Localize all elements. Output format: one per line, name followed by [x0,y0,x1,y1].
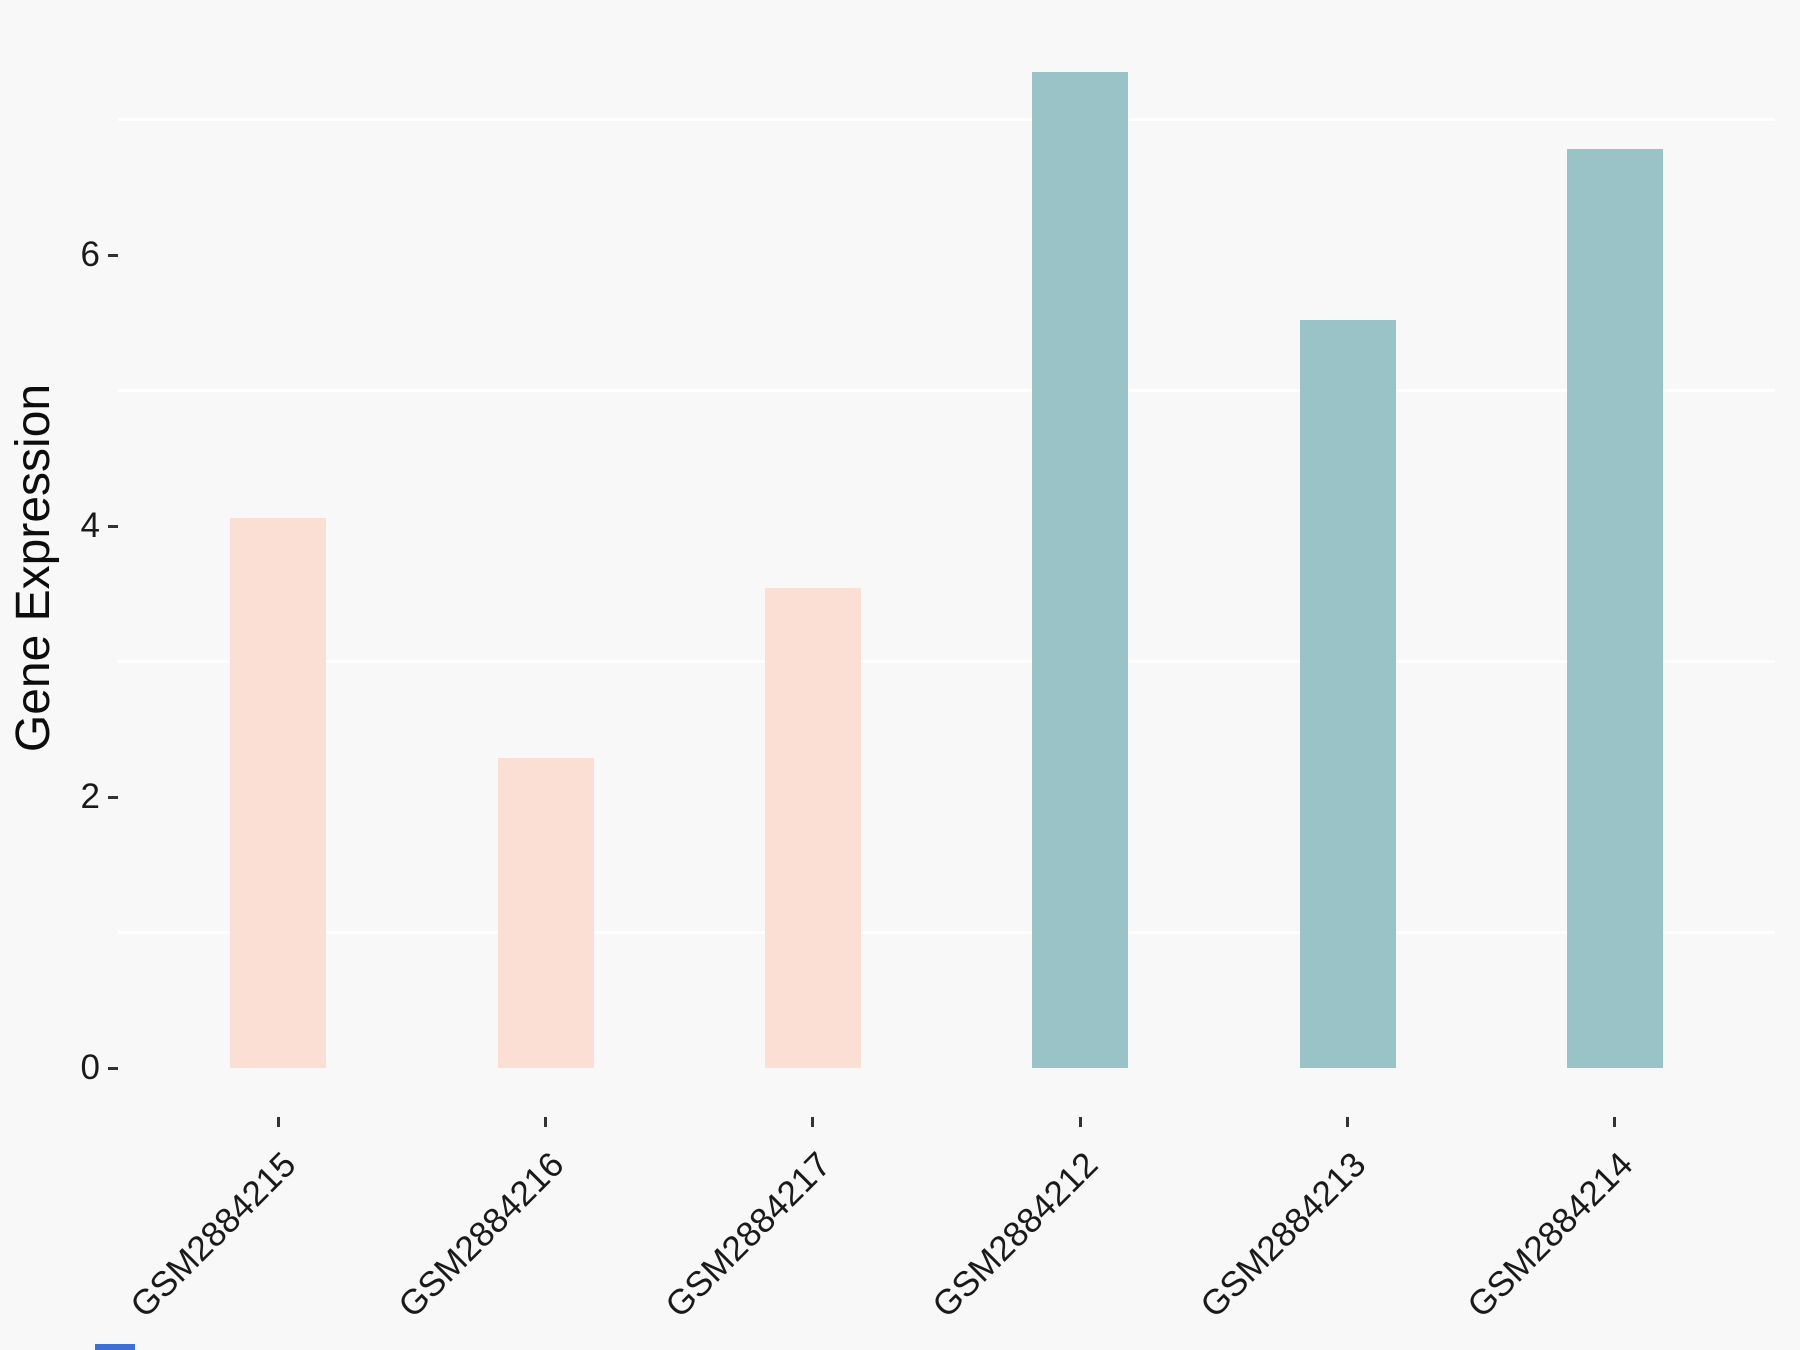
bar [1032,72,1129,1068]
y-tick-mark [108,253,118,257]
minor-gridline [118,389,1775,392]
x-tick-mark [544,1117,548,1127]
x-tick-label: GSM2884216 [390,1144,572,1326]
x-tick-mark [1613,1117,1617,1127]
y-tick-label: 6 [80,235,100,274]
x-tick-mark [276,1117,280,1127]
x-tick-mark [1078,1117,1082,1127]
x-tick-label: GSM2884214 [1460,1144,1641,1326]
x-tick-label: GSM2884212 [925,1144,1106,1326]
minor-gridline [118,118,1775,121]
y-tick-mark [108,1066,118,1070]
minor-gridline [118,931,1775,934]
bar [1566,149,1663,1068]
x-tick-label: GSM2884215 [123,1144,304,1326]
y-tick-mark [108,795,118,799]
y-axis-title: Gene Expression [7,383,60,753]
bar [764,588,861,1068]
minor-gridline [118,660,1775,663]
y-tick-label: 4 [80,506,100,545]
x-tick-mark [811,1117,815,1127]
y-tick-mark [108,524,118,528]
x-tick-label: GSM2884213 [1192,1144,1374,1326]
bar [1299,320,1396,1068]
y-tick-label: 0 [80,1048,100,1087]
x-tick-label: GSM2884217 [658,1144,839,1326]
bar [497,757,594,1068]
bar [230,517,327,1068]
bottom-edge-artifact [95,1344,135,1350]
y-tick-label: 2 [80,777,100,816]
x-tick-mark [1346,1117,1350,1127]
